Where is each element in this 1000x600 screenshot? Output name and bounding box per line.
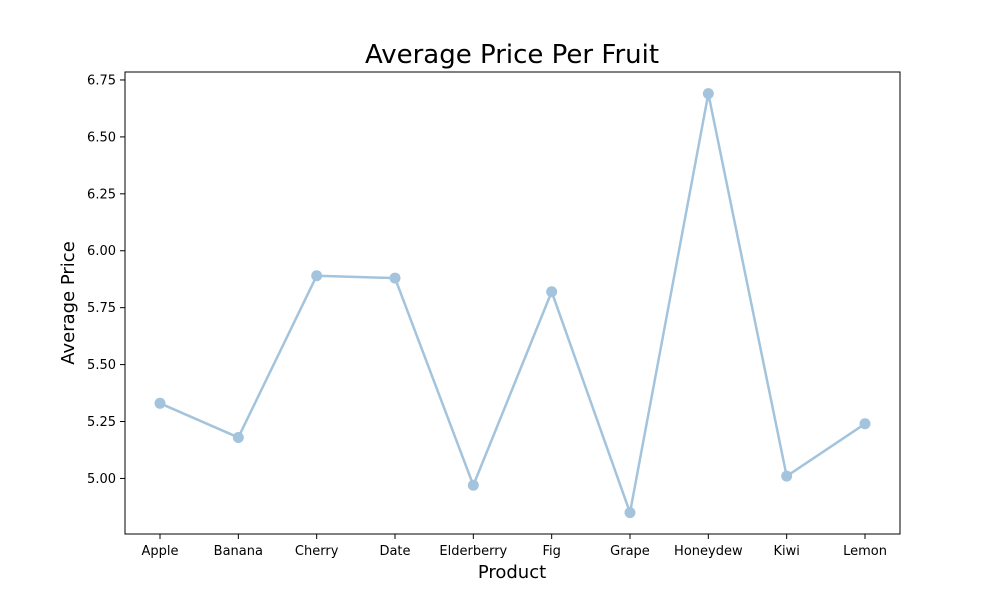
x-tick-label: Cherry <box>295 544 339 559</box>
data-point <box>781 470 793 482</box>
y-tick-label: 6.75 <box>87 73 116 88</box>
x-tick-label: Banana <box>214 544 263 559</box>
y-tick-label: 5.75 <box>87 301 116 316</box>
x-tick-label: Fig <box>542 544 560 559</box>
x-tick-label: Honeydew <box>674 544 743 559</box>
series-line <box>158 92 867 514</box>
x-tick-label: Elderberry <box>439 544 507 559</box>
data-point <box>154 397 166 409</box>
y-axis-title: Average Price <box>58 241 79 365</box>
x-tick-label: Apple <box>141 544 178 559</box>
data-point <box>467 479 479 491</box>
x-tick-label: Grape <box>610 544 650 559</box>
data-point <box>546 286 558 298</box>
y-tick-label: 6.25 <box>87 187 116 202</box>
series-layer <box>154 88 871 519</box>
y-tick-label: 6.00 <box>87 244 116 259</box>
data-point <box>311 270 323 282</box>
x-tick-label: Lemon <box>843 544 887 559</box>
data-point <box>859 418 871 430</box>
data-point <box>702 88 714 100</box>
y-tick-label: 5.50 <box>87 358 116 373</box>
data-point <box>389 272 401 284</box>
chart-title: Average Price Per Fruit <box>365 40 659 70</box>
y-tick-label: 5.25 <box>87 415 116 430</box>
axis-ticks: 5.00 5.25 5.50 5.75 6.00 6.25 6.50 6.75 Apple Ban… <box>87 73 887 559</box>
data-point <box>232 431 244 443</box>
y-tick-label: 5.00 <box>87 472 116 487</box>
x-axis-title: Product <box>478 562 546 583</box>
x-tick-label: Kiwi <box>773 544 799 559</box>
plot-area-frame <box>124 71 901 535</box>
data-point <box>624 507 636 519</box>
x-tick-label: Date <box>379 544 410 559</box>
y-tick-label: 6.50 <box>87 130 116 145</box>
